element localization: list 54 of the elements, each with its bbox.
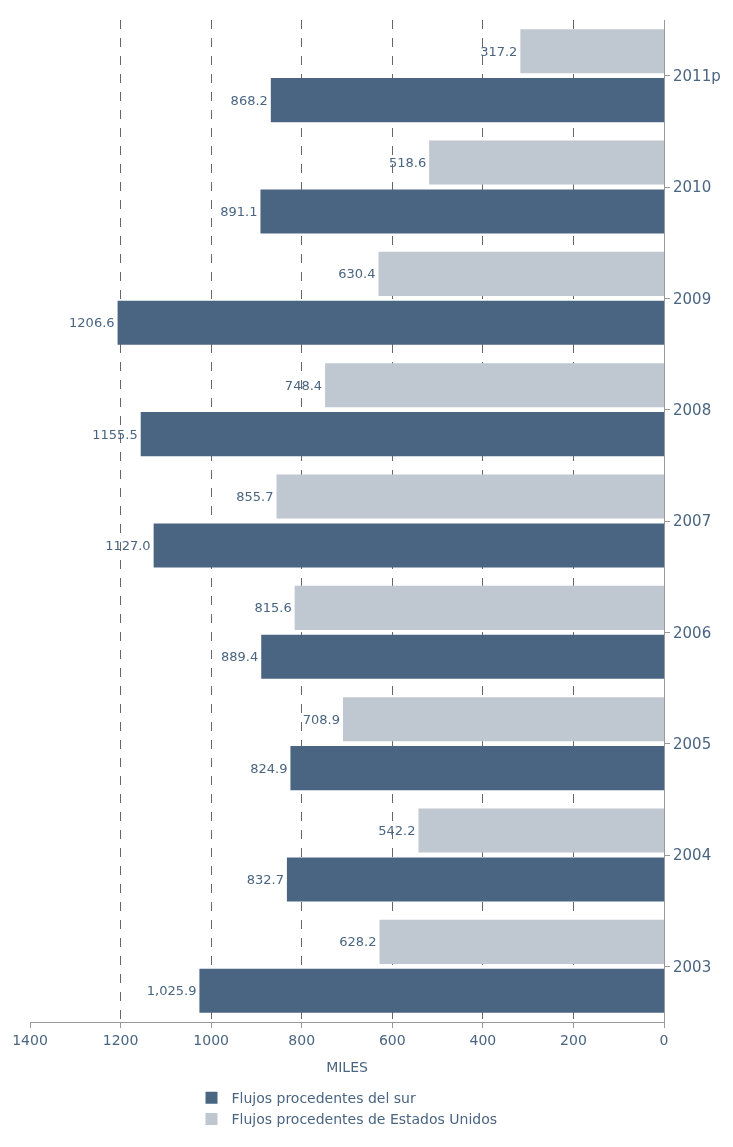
bar: [379, 919, 664, 964]
y-tick-label: 2005: [673, 734, 712, 753]
data-label: 824.9: [250, 760, 288, 776]
bar: [199, 968, 664, 1013]
bar: [325, 363, 664, 408]
x-tick-label: 0: [659, 1031, 669, 1048]
data-label: 317.2: [480, 43, 518, 59]
data-label: 1,025.9: [146, 983, 197, 999]
x-axis-title: MILES: [326, 1059, 368, 1076]
legend-label: Flujos procedentes de Estados Unidos: [231, 1111, 498, 1128]
bar: [418, 808, 664, 853]
bar: [140, 412, 664, 457]
data-label: 1155.5: [92, 426, 138, 442]
y-tick-label: 2008: [673, 400, 712, 419]
bar: [294, 585, 664, 630]
data-label: 868.2: [230, 92, 268, 108]
y-tick-label: 2011p: [673, 66, 721, 85]
data-label: 855.7: [236, 489, 274, 505]
y-tick-label: 2004: [673, 846, 712, 865]
bar: [429, 140, 664, 185]
y-tick-label: 2003: [673, 957, 712, 976]
data-label: 542.2: [378, 823, 416, 839]
y-tick-label: 2010: [673, 178, 712, 197]
bar: [378, 251, 664, 296]
bar: [260, 189, 664, 234]
data-label: 518.6: [388, 155, 427, 171]
x-tick-label: 1200: [102, 1031, 139, 1048]
bar: [342, 697, 664, 742]
data-label: 628.2: [339, 934, 377, 950]
bar: [117, 300, 664, 345]
data-label: 832.7: [246, 871, 284, 887]
bar: [153, 523, 664, 568]
y-tick-label: 2006: [673, 623, 712, 642]
bar: [270, 78, 664, 123]
x-tick-label: 400: [469, 1031, 497, 1048]
data-label: 1206.6: [69, 315, 115, 331]
data-label: 889.4: [221, 649, 259, 665]
x-tick-label: 200: [560, 1031, 587, 1048]
data-label: 630.4: [338, 266, 376, 282]
data-label: 815.6: [254, 600, 292, 616]
bar: [520, 29, 664, 74]
x-tick-label: 600: [378, 1031, 406, 1048]
x-tick-label: 1400: [12, 1031, 48, 1048]
y-tick-label: 2007: [673, 512, 712, 531]
bar: [261, 634, 664, 679]
bar: [290, 746, 664, 791]
data-label: 891.1: [220, 203, 258, 219]
x-tick-label: 1000: [193, 1031, 229, 1048]
x-tick-label: 800: [288, 1031, 316, 1048]
bar: [276, 474, 664, 519]
bar: [286, 857, 664, 902]
y-tick-label: 2009: [673, 289, 712, 308]
data-label: 708.9: [302, 711, 340, 727]
legend-label: Flujos procedentes del sur: [231, 1090, 416, 1107]
